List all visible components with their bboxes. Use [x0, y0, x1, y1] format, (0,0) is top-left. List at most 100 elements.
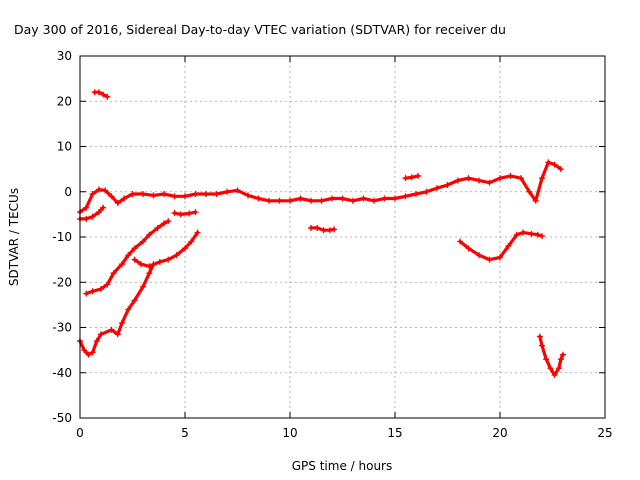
series-line-track-1 [78, 160, 563, 214]
data-point [121, 195, 128, 202]
data-point [100, 91, 107, 98]
data-point [177, 211, 184, 218]
data-point [476, 252, 482, 259]
data-point [186, 210, 193, 217]
x-axis-label: GPS time / hours [292, 459, 393, 473]
data-point [81, 347, 88, 354]
data-point [320, 227, 327, 234]
data-point [402, 175, 409, 182]
data-point [192, 209, 199, 216]
data-point [539, 175, 545, 182]
data-point [100, 204, 107, 211]
data-point [125, 252, 132, 259]
data-point [161, 191, 167, 198]
data-point [89, 213, 96, 220]
data-point [114, 331, 121, 338]
y-tick-label: 20 [57, 94, 72, 108]
data-point [551, 372, 558, 379]
data-point [154, 224, 161, 231]
data-point [182, 245, 188, 252]
data-point [457, 238, 464, 245]
data-point [547, 365, 554, 372]
data-point [161, 220, 167, 227]
data-point [104, 93, 111, 100]
data-point [83, 215, 90, 222]
data-point [266, 197, 272, 204]
data-point [85, 351, 92, 358]
x-tick-label: 15 [387, 426, 402, 440]
data-point [314, 224, 321, 231]
data-point [89, 349, 96, 356]
data-point [156, 258, 163, 265]
data-point [465, 245, 472, 252]
data-point [331, 226, 338, 233]
data-point [140, 238, 146, 245]
y-tick-label: -10 [52, 230, 72, 244]
data-point [360, 195, 367, 202]
grid-lines [80, 56, 605, 418]
data-point [560, 351, 566, 358]
x-tick-label: 10 [282, 426, 297, 440]
data-point [119, 319, 125, 326]
x-tick-label: 0 [76, 426, 84, 440]
data-point [408, 174, 415, 181]
data-point [297, 195, 304, 202]
y-tick-label: -30 [52, 321, 72, 335]
data-point [89, 288, 96, 295]
data-point [371, 197, 377, 204]
data-point [224, 188, 230, 195]
data-point [171, 193, 178, 200]
data-point [131, 297, 138, 304]
data-point [329, 195, 335, 202]
data-point [137, 261, 144, 268]
data-point [402, 193, 409, 200]
data-point [455, 177, 461, 184]
x-tick-label: 20 [492, 426, 507, 440]
data-point [444, 181, 451, 188]
data-point [213, 191, 220, 198]
data-point [108, 193, 115, 200]
data-point [497, 175, 503, 182]
data-point [83, 290, 90, 297]
data-point [318, 197, 325, 204]
data-point [308, 224, 314, 231]
data-point [83, 204, 90, 211]
data-point [102, 187, 109, 194]
data-point [534, 231, 541, 238]
x-tick-label: 25 [597, 426, 612, 440]
y-tick-label: -40 [52, 366, 72, 380]
data-point [486, 179, 493, 186]
data-point [557, 356, 564, 363]
data-point [528, 230, 535, 237]
data-point [520, 229, 527, 236]
data-point [497, 254, 503, 261]
data-point [557, 166, 564, 173]
data-point [194, 229, 201, 236]
y-tick-label: 0 [64, 185, 72, 199]
data-point [140, 191, 146, 198]
data-point [486, 256, 493, 263]
data-point [114, 200, 121, 207]
data-point [543, 356, 550, 363]
data-point [245, 192, 251, 199]
data-point [89, 191, 96, 198]
y-tick-label: 10 [57, 140, 72, 154]
data-point [287, 197, 293, 204]
data-point [350, 197, 356, 204]
data-point [173, 252, 180, 259]
data-point [110, 270, 117, 277]
data-point [146, 270, 153, 277]
data-point [326, 227, 333, 234]
data-point [203, 191, 209, 198]
data-point [513, 231, 520, 238]
data-point [146, 231, 153, 238]
data-point [465, 175, 472, 182]
data-point [413, 191, 419, 198]
data-point [146, 263, 153, 270]
y-tick-label: -20 [52, 275, 72, 289]
data-point [507, 172, 514, 179]
data-point [423, 188, 430, 195]
data-point [108, 326, 115, 333]
y-tick-label: 30 [57, 49, 72, 63]
